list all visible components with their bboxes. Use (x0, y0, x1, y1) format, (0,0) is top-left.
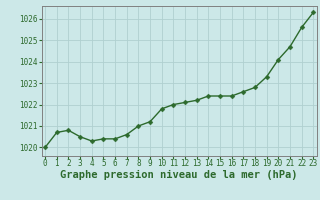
X-axis label: Graphe pression niveau de la mer (hPa): Graphe pression niveau de la mer (hPa) (60, 170, 298, 180)
